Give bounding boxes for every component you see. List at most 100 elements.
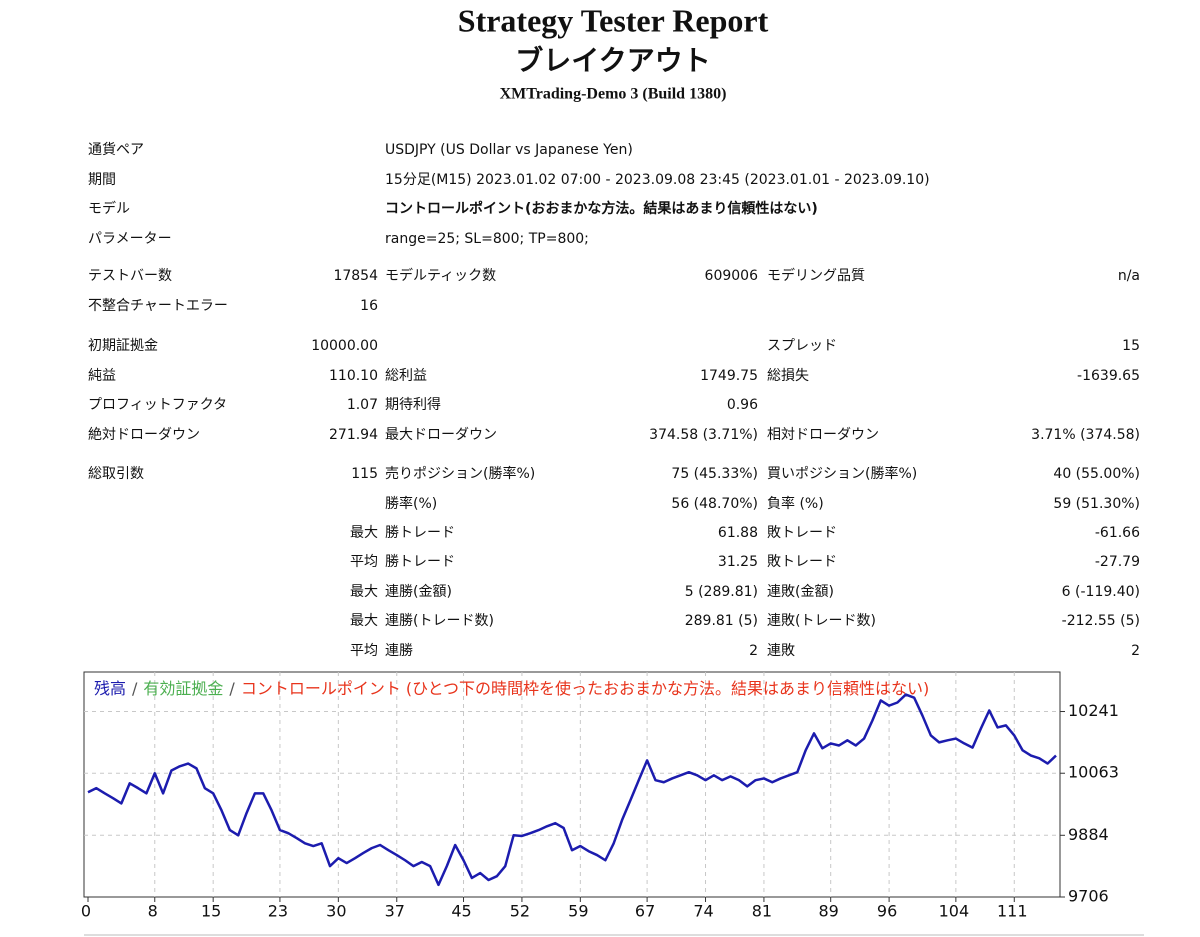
balance-line [87,693,1057,887]
stat-value: 最大 [350,613,378,629]
stat-value: n/a [1118,268,1140,284]
report-title: Strategy Tester Report [458,2,769,38]
x-tick-label: 59 [568,902,588,921]
stat-label: 総取引数 [88,466,144,482]
setting-value: range=25; SL=800; TP=800; [385,231,589,247]
setting-value: 15分足(M15) 2023.01.02 07:00 - 2023.09.08 … [385,172,930,188]
stat-value: 374.58 (3.71%) [649,427,758,443]
x-tick-label: 67 [635,902,655,921]
stat-value: 1.07 [347,397,378,413]
stat-value: 75 (45.33%) [671,466,758,482]
legend-note: コントロールポイント (ひとつ下の時間枠を使ったおおまかな方法。結果はあまり信頼… [241,679,929,698]
stat-label: 勝率(%) [385,495,437,512]
stat-value: -27.79 [1095,554,1140,570]
legend-separator: / [229,679,235,698]
x-tick-label: 52 [510,902,530,921]
x-tick-label: 74 [693,902,713,921]
stat-label: 連敗(トレード数) [767,613,876,629]
x-tick-label: 104 [939,902,970,921]
stat-value: 平均 [350,554,378,570]
stat-label: 総損失 [767,368,809,384]
stat-label: 連敗(金額) [767,584,834,600]
stat-label: 最大ドローダウン [385,427,497,443]
legend: 残高 / 有効証拠金 / コントロールポイント (ひとつ下の時間枠を使ったおおまかな方法… [94,679,929,698]
stat-value: 56 (48.70%) [671,496,758,512]
y-tick-label: 10241 [1068,701,1119,720]
y-tick-label: 10063 [1068,763,1119,782]
stat-label: 買いポジション(勝率%) [767,465,917,482]
setting-label: モデル [88,200,130,217]
stat-value: 59 (51.30%) [1053,496,1140,512]
stat-label: モデルティック数 [385,267,496,284]
x-tick-label: 37 [385,902,405,921]
stat-value: 2 [749,643,758,659]
stat-label: 連勝(金額) [385,584,452,600]
stat-value: 40 (55.00%) [1053,466,1140,482]
stat-label: 連敗 [767,643,795,659]
stat-value: 61.88 [718,525,758,541]
x-tick-label: 111 [997,902,1028,921]
stat-value: 110.10 [329,368,378,384]
stat-value: 15 [1122,338,1140,354]
stat-label: 勝トレード [385,554,455,570]
legend-entry: 残高 [94,679,126,698]
stat-label: スプレッド [767,338,837,354]
stat-value: 17854 [333,268,378,284]
stat-label: 相対ドローダウン [767,427,879,443]
x-tick-label: 0 [81,902,91,921]
stat-value: 271.94 [329,427,378,443]
stat-value: 31.25 [718,554,758,570]
stat-value: 6 (-119.40) [1062,584,1140,600]
stat-value: 3.71% (374.58) [1031,427,1140,443]
x-tick-label: 81 [752,902,772,921]
setting-label: パラメーター [88,231,172,247]
x-tick-label: 30 [326,902,346,921]
legend-note: 有効証拠金 [143,679,223,698]
stat-label: 初期証拠金 [88,337,158,354]
stat-value: 平均 [350,643,378,659]
stat-label: モデリング品質 [767,267,865,284]
stat-label: プロフィットファクタ [88,397,227,413]
y-tick-label: 9706 [1068,887,1109,906]
stat-label: 敗トレード [767,525,837,541]
setting-label: 通貨ペア [88,141,144,158]
stat-value: 1749.75 [700,368,758,384]
stat-value: -61.66 [1095,525,1140,541]
y-tick-label: 9884 [1068,825,1109,844]
stat-value: 609006 [705,268,759,284]
x-tick-label: 89 [819,902,839,921]
setting-label: 期間 [88,172,116,188]
x-tick-label: 96 [877,902,897,921]
stat-value: 2 [1131,643,1140,659]
stat-label: 連勝(トレード数) [385,613,494,629]
stat-value: 最大 [350,525,378,541]
setting-value: USDJPY (US Dollar vs Japanese Yen) [385,142,633,158]
stat-value: 5 (289.81) [685,584,758,600]
stat-label: 売りポジション(勝率%) [385,465,535,482]
x-tick-label: 8 [148,902,158,921]
stat-label: 総利益 [385,368,427,384]
stat-label: 負率 (%) [767,495,824,512]
setting-value: コントロールポイント(おおまかな方法。結果はあまり信頼性はない) [385,200,818,217]
stat-label: テストバー数 [88,268,172,284]
stat-value: -1639.65 [1077,368,1140,384]
stat-label: 連勝 [385,643,413,659]
stat-label: 純益 [88,368,116,384]
stat-label: 勝トレード [385,525,455,541]
x-tick-label: 23 [268,902,288,921]
stat-value: 10000.00 [311,338,378,354]
stat-value: 最大 [350,584,378,600]
stat-label: 敗トレード [767,554,837,570]
legend-separator: / [132,679,138,698]
build-info: XMTrading-Demo 3 (Build 1380) [500,86,727,103]
stat-label: 期待利得 [385,396,441,413]
plot-frame [83,671,1061,898]
strategy-name: ブレイクアウト [515,44,710,77]
x-tick-label: 15 [201,902,221,921]
x-tick-label: 45 [451,902,471,921]
stat-value: -212.55 (5) [1062,613,1140,629]
stat-label: 不整合チャートエラー [88,298,228,314]
stat-value: 289.81 (5) [685,613,758,629]
stat-value: 115 [351,466,378,482]
